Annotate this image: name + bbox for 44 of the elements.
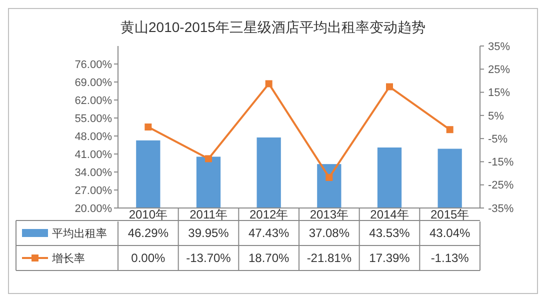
data-label: 39.95% <box>188 226 230 240</box>
y-tick-label: 41.00% <box>74 148 112 161</box>
data-label: 0.00% <box>131 251 166 266</box>
x-tick-label: 2011年 <box>190 207 228 222</box>
point <box>205 155 212 162</box>
y-tick-label: 34.00% <box>74 166 112 179</box>
data-label: 17.39% <box>369 251 410 266</box>
y2-tick-label: 5% <box>488 110 504 122</box>
data-label: 43.04% <box>429 226 471 240</box>
y2-tick-label: -15% <box>488 156 514 169</box>
y-tick-label: 55.00% <box>74 112 112 125</box>
y2-tick-label: -25% <box>488 180 514 192</box>
data-label: 37.08% <box>308 226 350 240</box>
data-label: 47.43% <box>248 226 290 240</box>
chart-title: 黄山2010-2015年三星级酒店平均出租率变动趋势 <box>120 19 426 35</box>
point <box>446 126 454 134</box>
y2-tick-label: -35% <box>488 202 514 215</box>
point <box>386 83 393 90</box>
y-tick-label: 76.00% <box>74 58 112 71</box>
legend-label: 平均出租率 <box>52 226 107 240</box>
y2-tick-label: 35% <box>488 40 510 53</box>
data-label: -13.70% <box>186 251 232 266</box>
point <box>265 80 272 88</box>
data-label: -21.81% <box>306 251 352 266</box>
y-tick-label: 20.00% <box>74 202 112 215</box>
point <box>144 124 152 130</box>
data-label: 18.70% <box>248 251 290 266</box>
x-tick-label: 2013年 <box>310 207 349 222</box>
data-label: -1.13% <box>430 251 470 266</box>
y2-tick-label: 15% <box>488 87 510 100</box>
y2-tick-label: -5% <box>488 133 508 146</box>
y-tick-label: 48.00% <box>74 130 112 143</box>
y-tick-label: 27.00% <box>74 184 112 197</box>
y2-tick-label: 25% <box>488 64 510 76</box>
x-tick-label: 2014年 <box>370 207 409 222</box>
x-tick-label: 2012年 <box>249 207 288 222</box>
x-tick-label: 2015年 <box>430 207 470 222</box>
data-label: 43.53% <box>369 226 410 240</box>
point <box>326 174 333 181</box>
x-tick-label: 2010年 <box>128 207 168 222</box>
y-tick-label: 62.00% <box>74 94 112 107</box>
y-tick-label: 69.00% <box>74 76 112 89</box>
data-label: 46.29% <box>128 226 169 240</box>
legend-label: 增长率 <box>51 252 85 265</box>
